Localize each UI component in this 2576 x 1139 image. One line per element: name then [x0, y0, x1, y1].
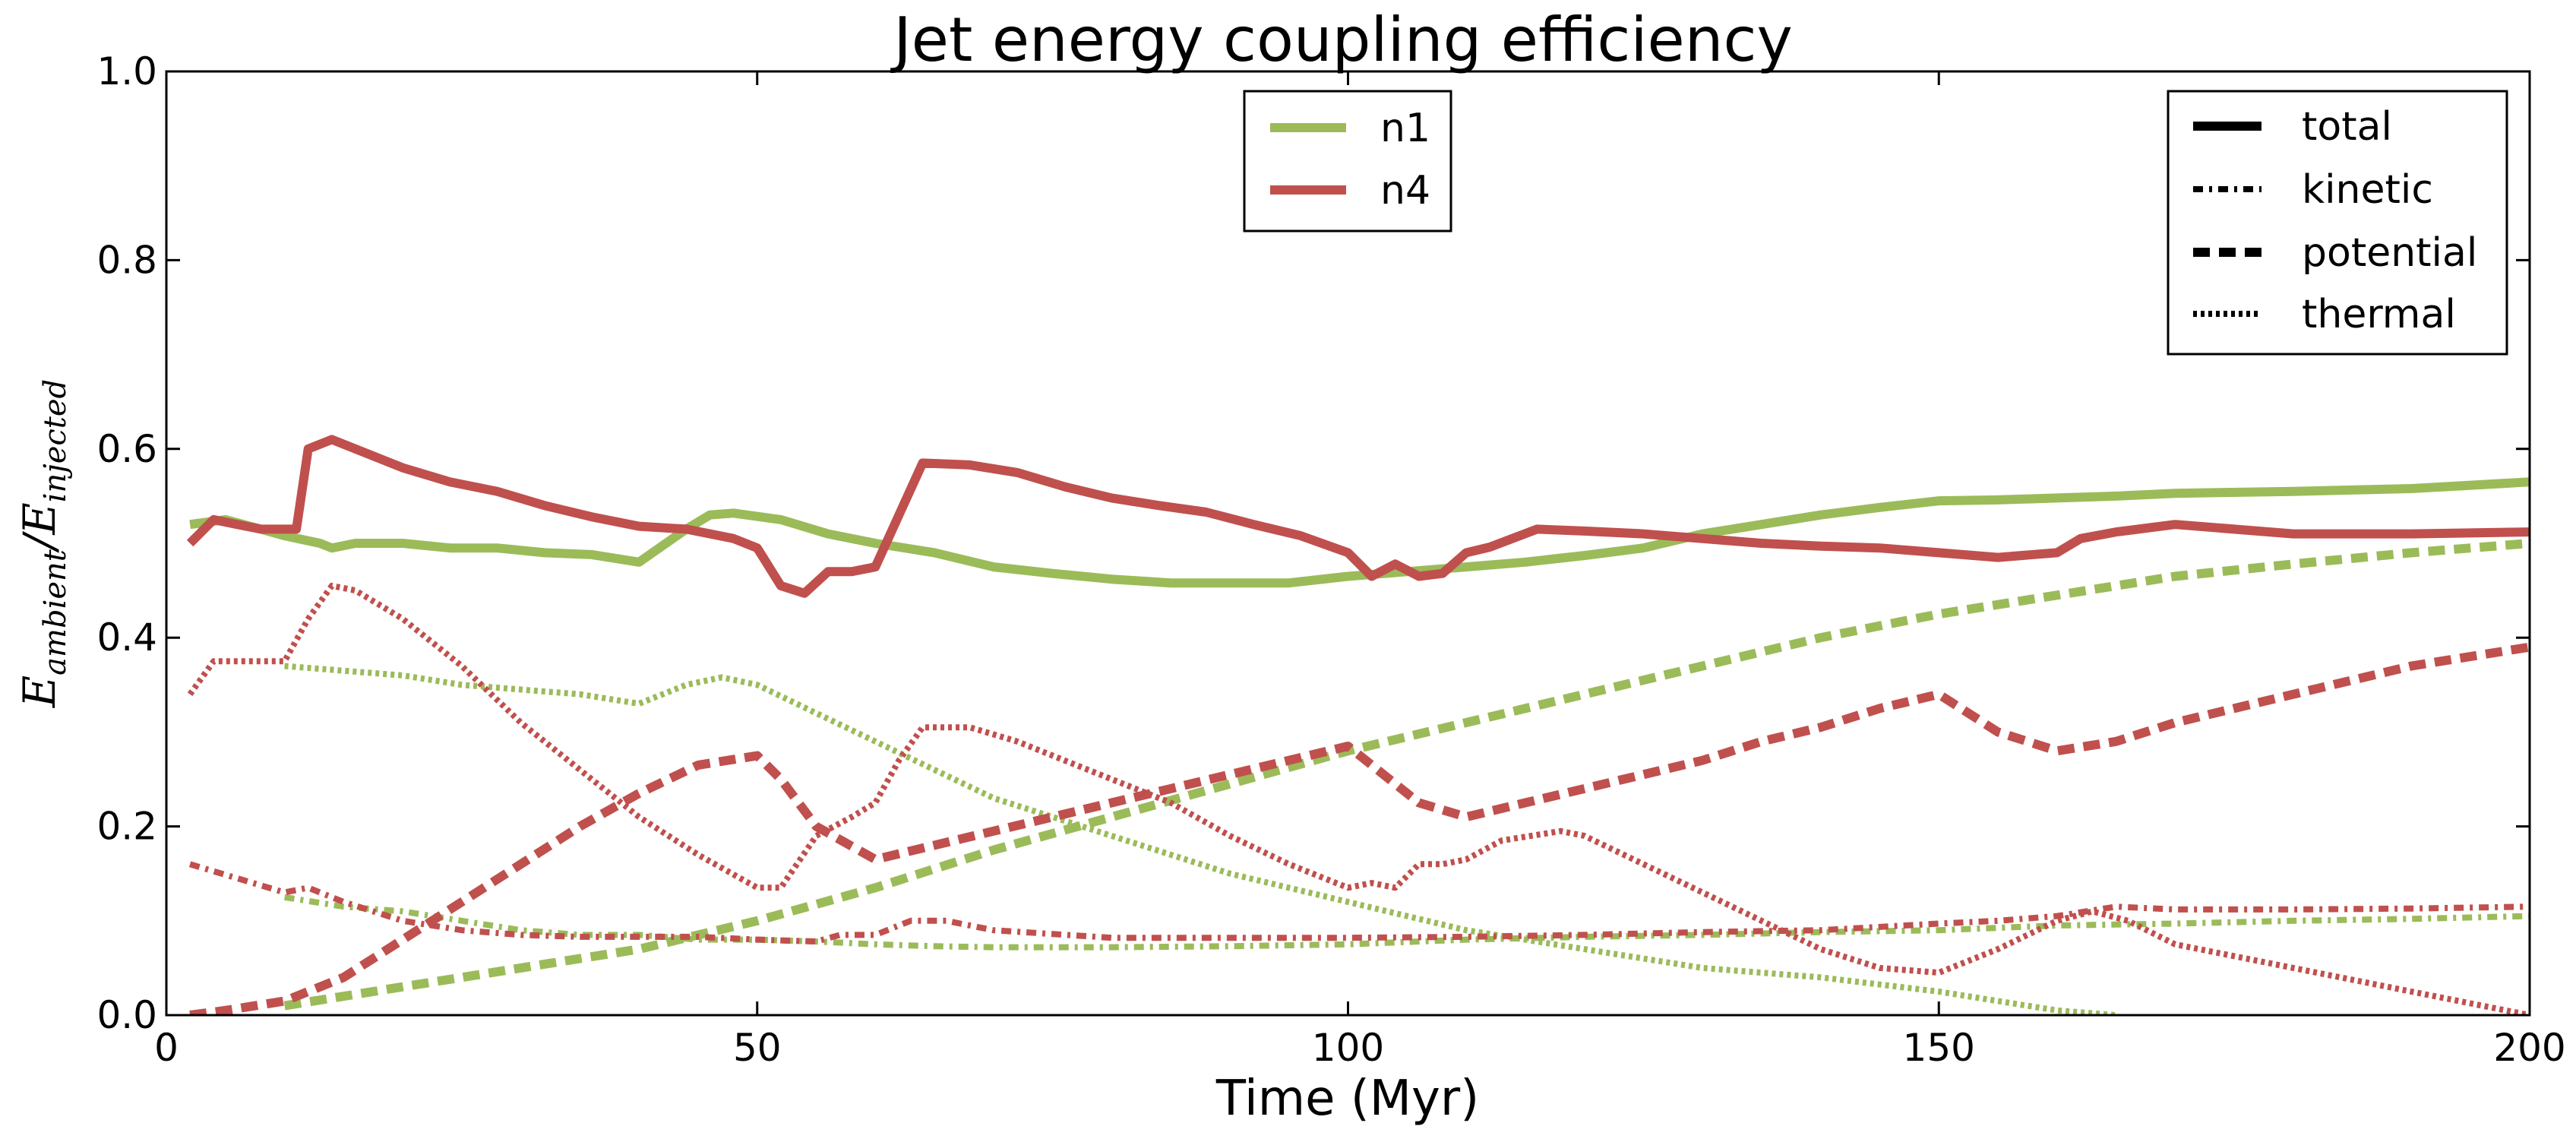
y-axis-label-sub2: injected: [38, 379, 73, 502]
series-n1-kinetic: [283, 894, 2530, 951]
series-n1-thermal: [284, 663, 2116, 1015]
y-axis-label-main: E: [14, 675, 65, 708]
legend-kinetic-label: kinetic: [2302, 167, 2433, 213]
y-axis-label-main-2: E: [14, 502, 65, 535]
legend-components: total kinetic potential thermal: [2167, 90, 2508, 356]
x-tick-label: 150: [1903, 1026, 1975, 1070]
y-axis-label: Eambient/Einjected: [14, 379, 73, 708]
legend-runs: n1 n4: [1243, 90, 1452, 233]
svg-text:Eambient/Einjected: Eambient/Einjected: [14, 379, 73, 708]
series-n4-thermal: [187, 582, 2530, 1015]
x-axis-label: Time (Myr): [1215, 1071, 1479, 1127]
chart-title: Jet energy coupling efficiency: [890, 5, 1793, 75]
y-axis-label-sub1: ambient: [38, 549, 73, 675]
y-tick-label: 0.0: [96, 993, 157, 1037]
x-tick-label: 0: [154, 1026, 179, 1070]
y-tick-label: 0.4: [96, 615, 157, 660]
x-tick-label: 200: [2493, 1026, 2565, 1070]
y-tick-label: 0.6: [96, 427, 157, 471]
x-tick-label: 50: [733, 1026, 782, 1070]
series-n4-kinetic: [188, 861, 2530, 945]
legend-thermal-label: thermal: [2302, 292, 2456, 337]
series-n4-potential: [189, 642, 2530, 1015]
series-n1-potential: [283, 539, 2530, 1011]
y-tick-label: 0.2: [96, 805, 157, 849]
legend-potential-label: potential: [2302, 230, 2477, 276]
legend-total-label: total: [2302, 104, 2392, 150]
y-tick-label: 1.0: [96, 49, 157, 93]
series-n4-total: [186, 435, 2530, 598]
x-tick-label: 100: [1312, 1026, 1384, 1070]
legend-n1-label: n1: [1380, 106, 1430, 151]
y-tick-label: 0.8: [96, 238, 157, 282]
series-n1-total: [189, 477, 2530, 588]
legend-n4-label: n4: [1380, 168, 1430, 214]
